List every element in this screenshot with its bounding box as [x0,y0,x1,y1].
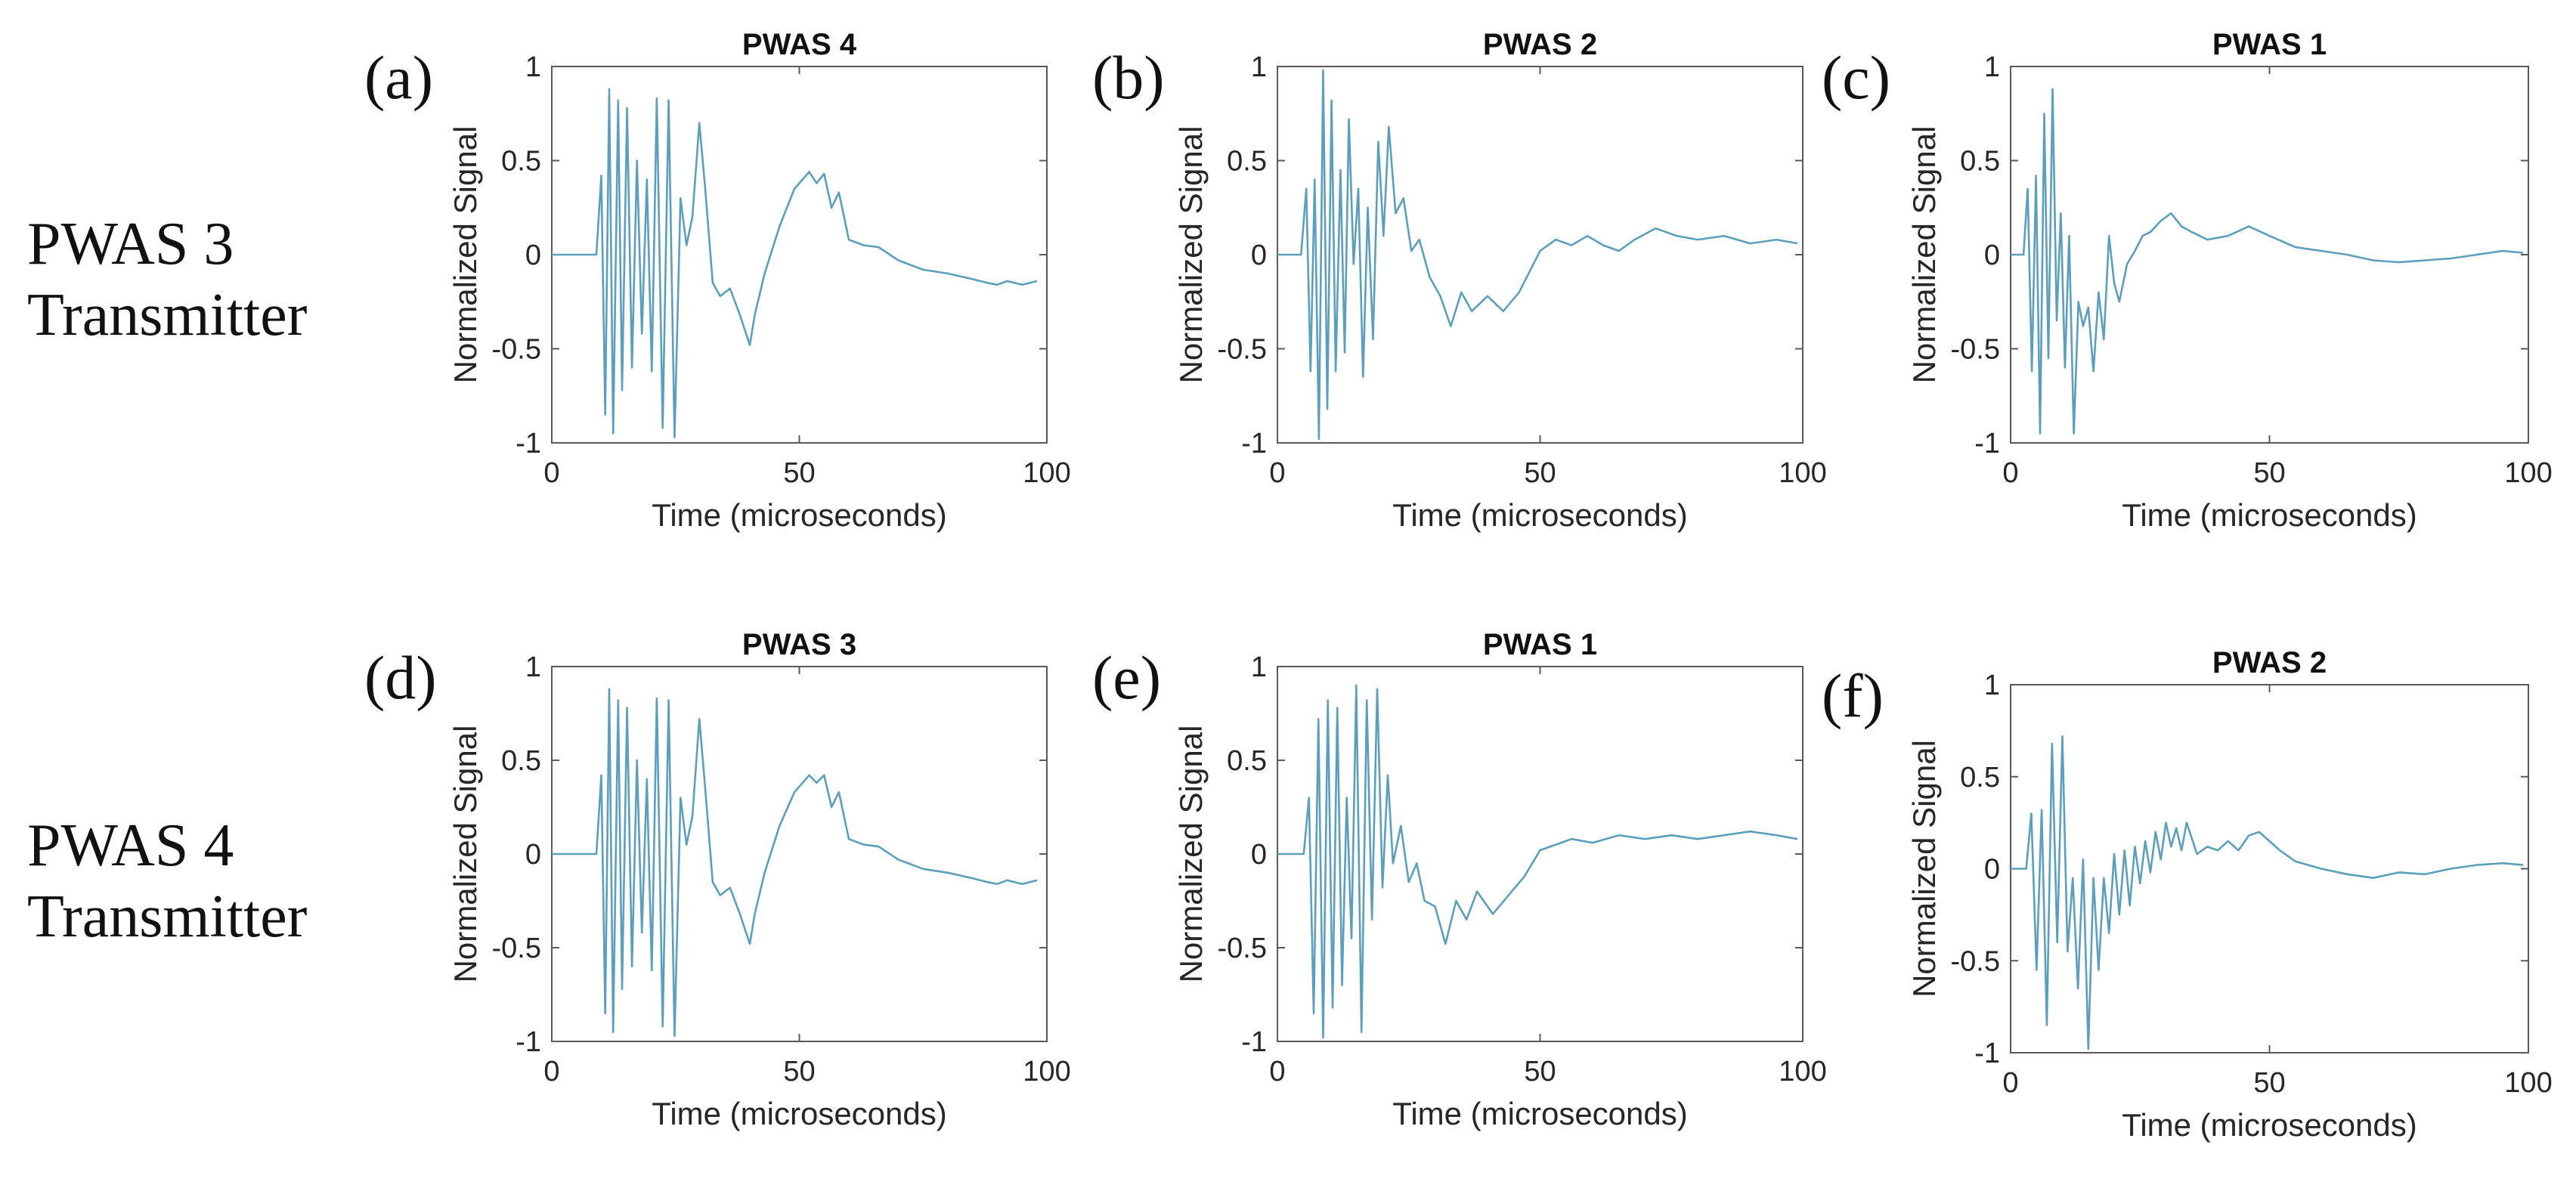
x-tick-label: 50 [783,457,815,489]
y-tick-label: -0.5 [1218,334,1267,366]
y-tick-label: 1 [1984,51,2000,83]
y-tick-label: -1 [1974,428,2000,459]
x-tick-label: 100 [2504,457,2552,489]
x-tick-label: 100 [1779,1056,1826,1088]
y-axis-label: Normalized Signal [447,126,483,384]
y-tick-label: 1 [525,651,541,683]
y-tick-label: 0 [1984,240,2000,271]
chart-title: PWAS 1 [1483,628,1597,661]
x-axis-label: Time (microseconds) [1392,1096,1688,1131]
row-label-pwas-3-transmitter: PWAS 3 Transmitter [27,209,307,351]
x-axis-label: Time (microseconds) [652,1096,947,1131]
chart-title: PWAS 3 [742,628,856,661]
panel-letter: (e) [1092,643,1161,712]
y-tick-label: -1 [1974,1038,2000,1069]
x-tick-label: 100 [1779,457,1826,489]
y-axis-label: Normalized Signal [1173,726,1209,983]
series-line-signal [1277,684,1798,1039]
chart-title: PWAS 2 [1483,28,1597,61]
y-tick-label: 0.5 [501,146,541,178]
y-tick-label: -0.5 [492,933,541,964]
x-tick-label: 0 [2002,457,2018,489]
series-line-signal [2011,88,2524,435]
plot-area [2010,66,2529,444]
x-tick-label: 0 [1269,1056,1285,1088]
x-tick-label: 100 [2504,1067,2552,1099]
y-tick-label: 0 [525,240,541,271]
y-tick-label: 1 [1984,670,2000,701]
series-line-signal [2011,735,2524,1050]
row-label-line2: Transmitter [27,282,308,348]
y-tick-label: -1 [1241,428,1267,459]
row-label-line1: PWAS 3 [27,211,234,277]
x-axis-label: Time (microseconds) [2122,1107,2417,1143]
y-tick-label: -1 [516,428,541,459]
y-axis-label: Normalized Signal [1906,740,1942,998]
y-tick-label: 0 [1251,839,1267,871]
y-tick-label: 0.5 [501,745,541,777]
y-tick-label: 0 [1251,240,1267,271]
y-tick-label: 0.5 [1960,146,2000,178]
y-tick-label: 1 [1251,651,1267,683]
x-tick-label: 0 [543,457,559,489]
x-tick-label: 50 [1524,1056,1556,1088]
panel-letter: (d) [364,643,437,712]
y-tick-label: -1 [516,1026,541,1058]
series-line-signal [1277,69,1798,441]
y-axis-label: Normalized Signal [1906,126,1942,384]
y-tick-label: -0.5 [492,334,541,366]
x-axis-label: Time (microseconds) [1392,497,1688,533]
panel-letter: (f) [1822,661,1884,730]
y-axis-label: Normalized Signal [1173,126,1209,384]
series-line-signal [552,88,1038,438]
x-tick-label: 100 [1023,1056,1070,1088]
chart-title: PWAS 4 [742,28,857,61]
row-label-line1: PWAS 4 [27,812,234,879]
row-label-line2: Transmitter [27,883,308,950]
y-tick-label: 1 [525,51,541,83]
x-tick-label: 0 [1269,457,1285,489]
plot-area [1277,66,1804,444]
y-tick-label: -1 [1241,1026,1267,1058]
x-tick-label: 50 [783,1056,815,1088]
x-tick-label: 100 [1023,457,1070,489]
x-tick-label: 50 [2253,1067,2285,1099]
y-tick-label: -0.5 [1951,945,2000,977]
x-tick-label: 50 [2253,457,2285,489]
y-tick-label: 0.5 [1227,146,1267,178]
chart-title: PWAS 1 [2212,28,2327,61]
x-tick-label: 0 [543,1056,559,1088]
y-tick-label: 0 [525,839,541,871]
x-tick-label: 0 [2002,1067,2018,1099]
y-axis-label: Normalized Signal [447,726,483,983]
x-axis-label: Time (microseconds) [2122,497,2417,533]
y-tick-label: -0.5 [1218,933,1267,964]
plot-area [2010,684,2529,1054]
y-tick-label: 1 [1251,51,1267,83]
panel-letter: (a) [364,43,433,112]
y-tick-label: 0 [1984,854,2000,886]
y-tick-label: 0.5 [1960,762,2000,794]
x-tick-label: 50 [1524,457,1556,489]
x-axis-label: Time (microseconds) [652,497,947,533]
row-label-pwas-4-transmitter: PWAS 4 Transmitter [27,810,307,952]
chart-title: PWAS 2 [2212,646,2327,679]
series-line-signal [552,688,1038,1037]
y-tick-label: -0.5 [1951,334,2000,366]
panel-letter: (c) [1822,43,1890,112]
panel-letter: (b) [1092,43,1165,112]
y-tick-label: 0.5 [1227,745,1267,777]
